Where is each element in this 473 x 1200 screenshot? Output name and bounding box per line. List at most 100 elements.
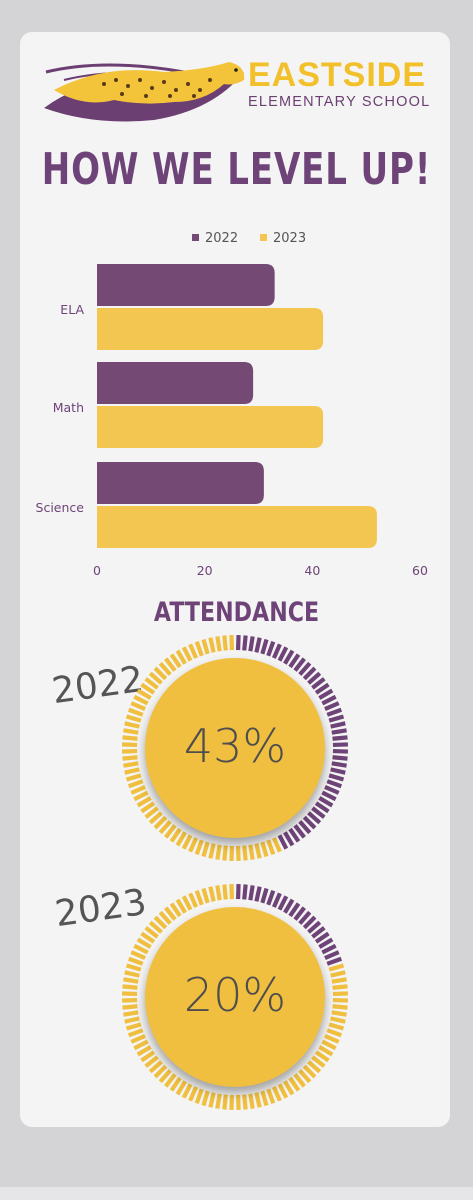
ring-segment (331, 728, 347, 735)
ring-segment (277, 1083, 289, 1099)
ring-segment (188, 643, 199, 659)
ring-segment (140, 801, 156, 814)
attendance-title: ATTENDANCE (153, 597, 320, 628)
ring-segment (321, 694, 337, 706)
x-tick-40: 40 (304, 563, 320, 578)
ring-segment (222, 884, 228, 900)
ring-segment (148, 671, 163, 685)
ring-segment (164, 657, 177, 672)
ring-segment (332, 984, 348, 990)
bar-ela-2022 (97, 264, 275, 306)
ring-segment (254, 1092, 262, 1108)
ring-segment (293, 1073, 306, 1088)
ring-segment (288, 653, 301, 669)
ring-segment (158, 1069, 172, 1084)
legend-label-2023: 2023 (273, 231, 306, 246)
ring-segment (122, 755, 138, 761)
ring-segment (326, 779, 343, 789)
category-labels: ELA Math Science (36, 302, 85, 515)
ring-segment (136, 937, 152, 949)
ring-segment (328, 714, 345, 723)
ring-segment (194, 839, 204, 856)
attendance-donut-2023: 20% (120, 882, 350, 1112)
ring-segment (266, 839, 276, 856)
ring-segment (201, 1090, 210, 1107)
ring-segment (293, 906, 306, 921)
ring-segment (181, 1083, 193, 1099)
ring-segment (201, 638, 210, 655)
ring-segment (124, 721, 140, 729)
x-tick-labels: 0 20 40 60 (93, 563, 428, 578)
ring-segment (164, 906, 177, 921)
bar-math-2022 (97, 362, 254, 404)
attendance-value-2023: 20% (183, 968, 287, 1022)
ring-segment (148, 920, 163, 934)
ring-segment (169, 653, 182, 669)
ring-segment (332, 1004, 348, 1010)
ring-segment (125, 963, 142, 972)
ring-segment (125, 1022, 142, 1031)
ring-segment (242, 884, 248, 900)
ring-segment (302, 815, 317, 830)
ring-segment (123, 761, 139, 768)
ring-segment (130, 950, 146, 961)
ring-segment (194, 1088, 204, 1105)
ring-segment (260, 1090, 269, 1107)
ring-segment (125, 714, 142, 723)
ring-segment (248, 636, 255, 652)
ring-segment (130, 1033, 146, 1044)
ring-segment (271, 1086, 282, 1102)
ring-2023 (121, 883, 349, 1111)
ring-segment (127, 1028, 144, 1038)
ring-segment (175, 898, 187, 914)
ring-segment (330, 970, 346, 978)
legend-swatch-2023 (260, 234, 267, 241)
category-label-math: Math (53, 400, 84, 415)
ring-segment (248, 885, 255, 901)
ring-segment (181, 834, 193, 850)
ring-segment (194, 640, 204, 657)
ring-segment (321, 943, 337, 955)
ring-segment (122, 735, 138, 741)
school-subtitle: ELEMENTARY SCHOOL (248, 94, 431, 110)
ring-segment (324, 784, 340, 795)
ring-segment (175, 649, 187, 665)
ring-segment (130, 784, 146, 795)
ring-segment (277, 834, 289, 850)
ring-segment (248, 1093, 255, 1109)
bar-math-2023 (97, 406, 324, 448)
ring-segment (153, 815, 168, 830)
ring-segment (298, 820, 312, 835)
x-tick-20: 20 (197, 563, 213, 578)
ring-segment (124, 767, 140, 775)
ring-segment (133, 790, 149, 802)
ring-segment (181, 646, 193, 662)
ring-segment (328, 1022, 345, 1031)
bar-science-2023 (97, 506, 377, 548)
ring-segment (326, 1028, 343, 1038)
ring-segment (318, 796, 334, 808)
ring-segment (208, 1092, 216, 1108)
ring-segment (122, 1004, 138, 1010)
ring-segment (307, 920, 322, 934)
ring-segment (307, 671, 322, 685)
category-label-science: Science (36, 500, 85, 515)
ring-segment (153, 666, 168, 681)
ring-segment (326, 956, 343, 966)
ring-segment (328, 773, 345, 782)
ring-segment (314, 1050, 330, 1063)
ring-segment (144, 1055, 159, 1068)
ring-segment (260, 638, 269, 655)
ring-segment (283, 649, 295, 665)
ring-segment (307, 811, 322, 825)
ring-segment (271, 643, 282, 659)
ring-segment (331, 1010, 347, 1017)
ring-segment (127, 956, 144, 966)
page-title: HOW WE LEVEL UP! (41, 144, 432, 195)
bar-science-2022 (97, 462, 264, 504)
legend-label-2022: 2022 (205, 231, 238, 246)
ring-segment (332, 755, 348, 761)
ring-segment (153, 1064, 168, 1079)
ring-segment (125, 773, 142, 782)
ring-segment (271, 892, 282, 908)
